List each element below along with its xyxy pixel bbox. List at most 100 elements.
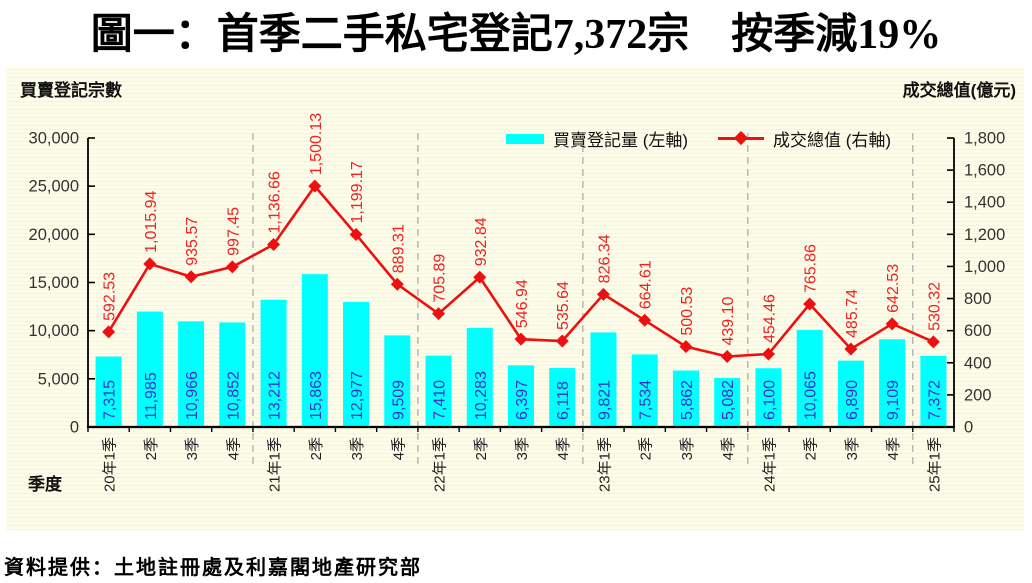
bar-value-label: 6,100 [761, 380, 778, 420]
left-axis-tick-label: 25,000 [29, 178, 79, 196]
line-point-marker [514, 332, 528, 346]
left-axis-tick-label: 0 [70, 419, 79, 437]
category-label: 2季 [638, 437, 655, 460]
legend-bar-swatch-icon [506, 133, 544, 144]
left-axis-title: 買賣登記宗數 [20, 81, 122, 100]
bar-value-label: 6,397 [514, 380, 531, 420]
right-axis-tick-label: 400 [964, 354, 992, 372]
category-label: 25年1季 [926, 437, 943, 492]
line-point-marker [761, 347, 775, 361]
bar-value-label: 11,985 [143, 372, 160, 420]
line-value-label: 592.53 [102, 272, 119, 321]
registration-bar [343, 301, 370, 427]
right-axis-tick-label: 600 [964, 322, 992, 340]
line-value-label: 530.32 [926, 282, 943, 331]
registration-bar [301, 274, 328, 427]
legend-item-bars: 買賣登記量 (左軸) [506, 126, 688, 151]
category-label: 3季 [679, 437, 696, 460]
line-value-label: 1,136.66 [267, 171, 284, 233]
line-value-label: 705.89 [432, 254, 449, 303]
bar-value-label: 7,534 [638, 380, 655, 420]
line-point-marker [844, 342, 858, 356]
category-label: 3季 [514, 437, 531, 460]
category-label: 3季 [844, 437, 861, 460]
category-label: 3季 [184, 437, 201, 460]
category-label: 4季 [225, 437, 242, 460]
registration-bar [95, 356, 122, 427]
category-label: 23年1季 [596, 437, 613, 492]
line-value-label: 664.61 [638, 260, 655, 309]
right-axis-tick-label: 1,800 [964, 130, 1005, 148]
bar-value-label: 5,862 [679, 380, 696, 420]
category-label: 22年1季 [432, 437, 449, 492]
registration-bar [178, 321, 205, 427]
line-point-marker [926, 335, 940, 349]
registration-bar [590, 332, 617, 427]
right-axis-title: 成交總值(億元) [902, 81, 1016, 100]
registration-bar [796, 330, 823, 427]
line-value-label: 546.94 [514, 279, 531, 328]
legend-item-line: 成交總值 (右軸) [718, 126, 891, 151]
line-point-marker [102, 325, 116, 339]
legend-line-swatch-icon [718, 130, 765, 146]
left-axis-tick-label: 15,000 [29, 274, 79, 292]
bar-value-label: 7,372 [926, 380, 943, 420]
line-value-label: 997.45 [225, 207, 242, 256]
chart-title: 圖一：首季二手私宅登記7,372宗 按季減19% [90, 12, 942, 58]
bar-value-label: 6,118 [555, 381, 572, 420]
line-value-label: 642.53 [885, 264, 902, 313]
line-value-label: 826.34 [596, 234, 613, 283]
registration-bar [384, 335, 411, 427]
registration-bar [136, 311, 163, 427]
registration-bar [219, 322, 246, 427]
registration-bar [425, 355, 452, 427]
category-label: 4季 [555, 437, 572, 460]
category-label: 2季 [473, 437, 490, 460]
right-axis-tick-label: 0 [964, 419, 973, 437]
category-label: 24年1季 [761, 437, 778, 492]
registration-bar [837, 360, 864, 427]
line-point-marker [596, 287, 610, 301]
category-label: 20年1季 [102, 437, 119, 492]
right-axis-tick-label: 1,600 [964, 162, 1005, 180]
category-label: 2季 [308, 437, 325, 460]
line-value-label: 1,500.13 [308, 113, 325, 175]
line-point-marker [720, 350, 734, 364]
line-point-marker [473, 270, 487, 284]
line-value-label: 932.84 [473, 217, 490, 266]
line-point-marker [638, 313, 652, 327]
registration-bar [631, 354, 658, 427]
bar-value-label: 5,082 [720, 380, 737, 420]
legend-diamond-marker-icon [733, 130, 749, 146]
registration-bar [879, 339, 906, 427]
bar-value-label: 10,065 [803, 371, 820, 420]
line-value-label: 889.31 [390, 224, 407, 273]
line-value-label: 500.53 [679, 287, 696, 336]
line-point-marker [267, 238, 281, 252]
line-point-marker [225, 260, 239, 274]
right-axis-tick-label: 1,200 [964, 226, 1005, 244]
category-label: 4季 [885, 437, 902, 460]
registration-bar [549, 368, 576, 427]
category-label: 3季 [349, 437, 366, 460]
line-point-marker [803, 297, 817, 311]
registration-bar [260, 299, 287, 427]
category-label: 2季 [143, 437, 160, 460]
line-value-label: 485.74 [844, 289, 861, 338]
category-label: 21年1季 [267, 437, 284, 492]
source-note: 資料提供：土地註冊處及利嘉閣地產研究部 [4, 557, 422, 579]
left-axis-tick-label: 30,000 [29, 130, 79, 148]
left-axis-tick-label: 10,000 [29, 322, 79, 340]
bar-value-label: 6,890 [844, 380, 861, 420]
x-axis-title: 季度 [28, 475, 62, 494]
category-label: 2季 [803, 437, 820, 460]
line-point-marker [390, 277, 404, 291]
bar-value-label: 10,966 [184, 371, 201, 420]
registration-bar [466, 327, 493, 427]
left-axis-tick-label: 20,000 [29, 226, 79, 244]
right-axis-tick-label: 200 [964, 386, 992, 404]
bar-value-label: 9,509 [390, 380, 407, 420]
right-axis-tick-label: 1,400 [964, 194, 1005, 212]
